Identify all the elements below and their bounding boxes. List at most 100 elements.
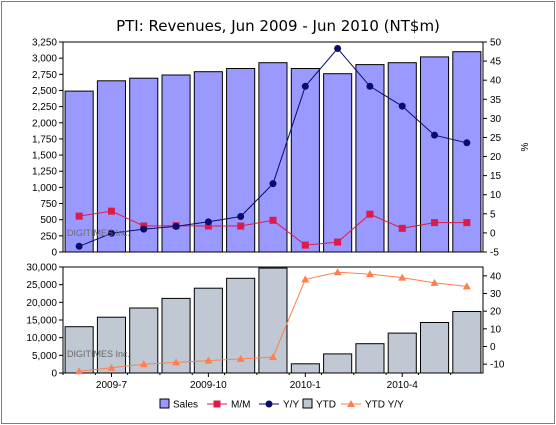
bottom-left-tick-label: 10,000 xyxy=(26,333,57,344)
bottom-ytd-y-y-point xyxy=(462,282,471,290)
top-y-y-point xyxy=(75,242,83,250)
bottom-right-tick-label: 0 xyxy=(490,342,496,353)
top-y-y-point xyxy=(334,44,342,52)
bottom-ytd-bar xyxy=(64,326,94,374)
legend-sales-label: Sales xyxy=(173,400,198,411)
bottom-ytd-y-y-point xyxy=(172,358,181,366)
top-right-tick-label: 30 xyxy=(490,114,502,125)
bottom-ytd-y-y-point xyxy=(301,275,310,283)
top-left-tick-label: 1,250 xyxy=(32,167,57,178)
bottom-right-tick-label: 10 xyxy=(490,324,502,335)
top-right-tick-label: 45 xyxy=(490,57,502,68)
bottom-left-tick-label: 30,000 xyxy=(26,263,57,274)
bottom-ytd-y-y-point xyxy=(139,360,148,368)
top-left-tick-label: 250 xyxy=(40,231,57,242)
top-y-y-point xyxy=(269,180,277,188)
bottom-ytd-bar xyxy=(355,343,385,374)
top-plot-border xyxy=(62,41,484,253)
top-y-y-point xyxy=(172,222,180,230)
top-right-tick-label: 40 xyxy=(490,76,502,87)
legend: Sales M/M Y/Y YTD YTD Y/Y xyxy=(159,398,404,411)
top-left-tick-label: 1,000 xyxy=(32,183,57,194)
bottom-ytd-y-y-point xyxy=(204,356,213,364)
bottom-ytd-y-y-point xyxy=(236,354,245,362)
top-panel: 02505007501,0001,2501,5001,7502,0002,250… xyxy=(32,38,531,259)
top-y-y-point xyxy=(140,225,148,233)
top-right-tick-label: 20 xyxy=(490,152,502,163)
top-right-tick-label: 0 xyxy=(490,228,496,239)
legend-ytd-label: YTD xyxy=(316,400,336,411)
top-y-y-point xyxy=(204,218,212,226)
top-y-y-point xyxy=(463,139,471,147)
top-right-tick-label: 35 xyxy=(490,95,502,106)
top-y-y-point xyxy=(237,212,245,220)
bottom-ytd-y-y-point xyxy=(398,273,407,281)
top-sales-bar xyxy=(64,90,94,253)
top-sales-bar xyxy=(290,68,320,253)
top-m-m-point xyxy=(463,219,471,227)
bottom-panel: 0 5,000 10,000 15,000 20,000 25,000 30,000 -10 0… xyxy=(26,263,504,392)
bottom-left-tick-label: 5,000 xyxy=(32,351,57,362)
top-m-m-point xyxy=(75,212,83,220)
top-m-m-point xyxy=(366,210,374,218)
bottom-left-tick-label: 20,000 xyxy=(26,298,57,309)
top-right-tick-label: 50 xyxy=(490,38,502,49)
top-right-tick-label: 10 xyxy=(490,190,502,201)
top-right-tick-label: 15 xyxy=(490,171,502,182)
top-y-y-point xyxy=(398,102,406,110)
x-tick-label: 2010-4 xyxy=(387,380,419,391)
top-watermark: DIGITIMES Inc. xyxy=(67,228,130,238)
bottom-ytd-bar xyxy=(323,353,353,374)
bottom-left-tick-label: 15,000 xyxy=(26,316,57,327)
top-sales-bar xyxy=(323,73,353,253)
top-right-axis-label: % xyxy=(520,142,531,151)
bottom-ytd-y-y-point xyxy=(430,278,439,286)
bottom-ytd-bar xyxy=(420,322,450,374)
top-m-m-point xyxy=(334,238,342,246)
top-right-tick-label: -5 xyxy=(490,248,499,259)
top-m-m-point xyxy=(107,207,115,215)
top-left-tick-label: 1,750 xyxy=(32,134,57,145)
bottom-watermark: DIGITIMES Inc. xyxy=(67,349,130,359)
bottom-ytd-bar xyxy=(387,332,417,374)
legend-y-y-swatch-marker xyxy=(265,400,273,408)
top-sales-bar xyxy=(96,80,127,253)
bottom-ytd-y-y-point xyxy=(75,367,84,375)
legend-ytd-swatch xyxy=(302,398,313,409)
top-m-m-point xyxy=(237,222,245,230)
top-m-m-point xyxy=(301,241,309,249)
bottom-ytd-bar xyxy=(452,311,482,374)
x-tick-label: 2009-7 xyxy=(96,380,128,391)
top-left-tick-label: 2,250 xyxy=(32,102,57,113)
top-left-tick-label: 0 xyxy=(51,248,57,259)
chart-title: PTI: Revenues, Jun 2009 - Jun 2010 (NT$m… xyxy=(116,17,440,35)
top-sales-bar xyxy=(452,51,482,253)
top-left-tick-label: 2,000 xyxy=(32,118,57,129)
top-m-m-point xyxy=(398,224,406,232)
top-right-tick-label: 5 xyxy=(490,209,496,220)
top-left-tick-label: 750 xyxy=(40,199,57,210)
x-tick-label: 2010-1 xyxy=(290,380,322,391)
top-y-y-point xyxy=(366,82,374,90)
bottom-ytd-y-y-point xyxy=(107,363,116,371)
bottom-right-tick-label: -10 xyxy=(490,360,505,371)
legend-ytd-y-y-swatch-marker xyxy=(347,400,355,407)
top-m-m-point xyxy=(269,216,277,224)
top-left-tick-label: 2,750 xyxy=(32,70,57,81)
bottom-ytd-y-y-point xyxy=(269,353,277,361)
top-y-y-point xyxy=(301,82,309,90)
top-m-m-point xyxy=(431,219,439,227)
legend-y-y-label: Y/Y xyxy=(283,400,299,411)
legend-m-m-label: M/M xyxy=(231,400,250,411)
legend-m-m-swatch-marker xyxy=(213,400,221,408)
bottom-right-tick-label: 30 xyxy=(490,289,502,300)
x-tick-label: 2009-10 xyxy=(190,380,227,391)
top-left-tick-label: 500 xyxy=(40,215,57,226)
bottom-left-tick-label: 0 xyxy=(51,369,57,380)
bottom-ytd-y-y-point xyxy=(333,268,342,276)
top-right-tick-label: 25 xyxy=(490,133,502,144)
bottom-ytd-bar xyxy=(96,316,127,374)
top-y-y-point xyxy=(431,131,439,139)
